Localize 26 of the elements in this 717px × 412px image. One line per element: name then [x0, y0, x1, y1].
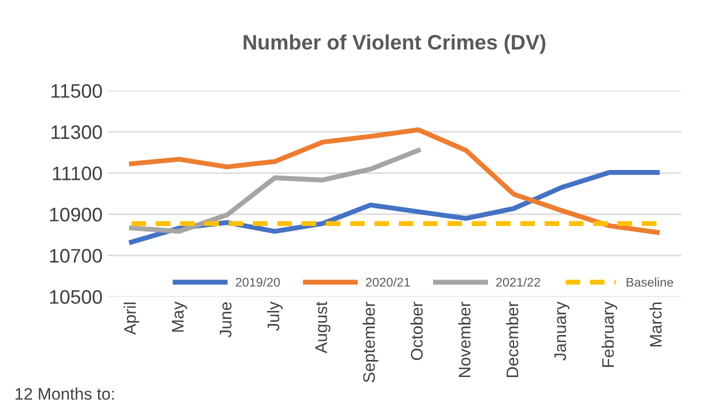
x-tick-label: January	[554, 302, 570, 361]
chart-title: Number of Violent Crimes (DV)	[244, 34, 546, 54]
y-tick-label: 10900	[50, 208, 102, 222]
x-tick-label: July	[267, 302, 283, 331]
y-tick-label: 10700	[50, 248, 102, 263]
x-tick-label: April	[124, 302, 140, 335]
y-tick-label: 10500	[50, 290, 102, 304]
legend-label: 2020/21	[366, 277, 410, 287]
x-tick-label: May	[172, 302, 188, 332]
x-tick-label: October	[410, 302, 423, 360]
text: 12 Months to:	[16, 388, 114, 400]
legend-label: Baseline	[626, 277, 674, 287]
x-tick-label: June	[220, 302, 232, 338]
legend-label: 2019/20	[236, 277, 280, 287]
x-tick-label: February	[602, 302, 618, 367]
line-series	[129, 127, 660, 235]
x-tick-label: November	[458, 302, 471, 378]
x-tick-label: August	[315, 302, 330, 354]
x-tick-label: September	[362, 302, 378, 382]
legend-label: 2021/22	[496, 277, 540, 287]
x-tick-label: March	[649, 302, 662, 346]
y-tick-label: 11100	[52, 166, 102, 180]
y-tick-label: 11500	[52, 84, 102, 98]
x-tick-label: December	[506, 302, 518, 378]
y-tick-label: 11300	[52, 125, 102, 140]
line-series	[129, 148, 421, 234]
